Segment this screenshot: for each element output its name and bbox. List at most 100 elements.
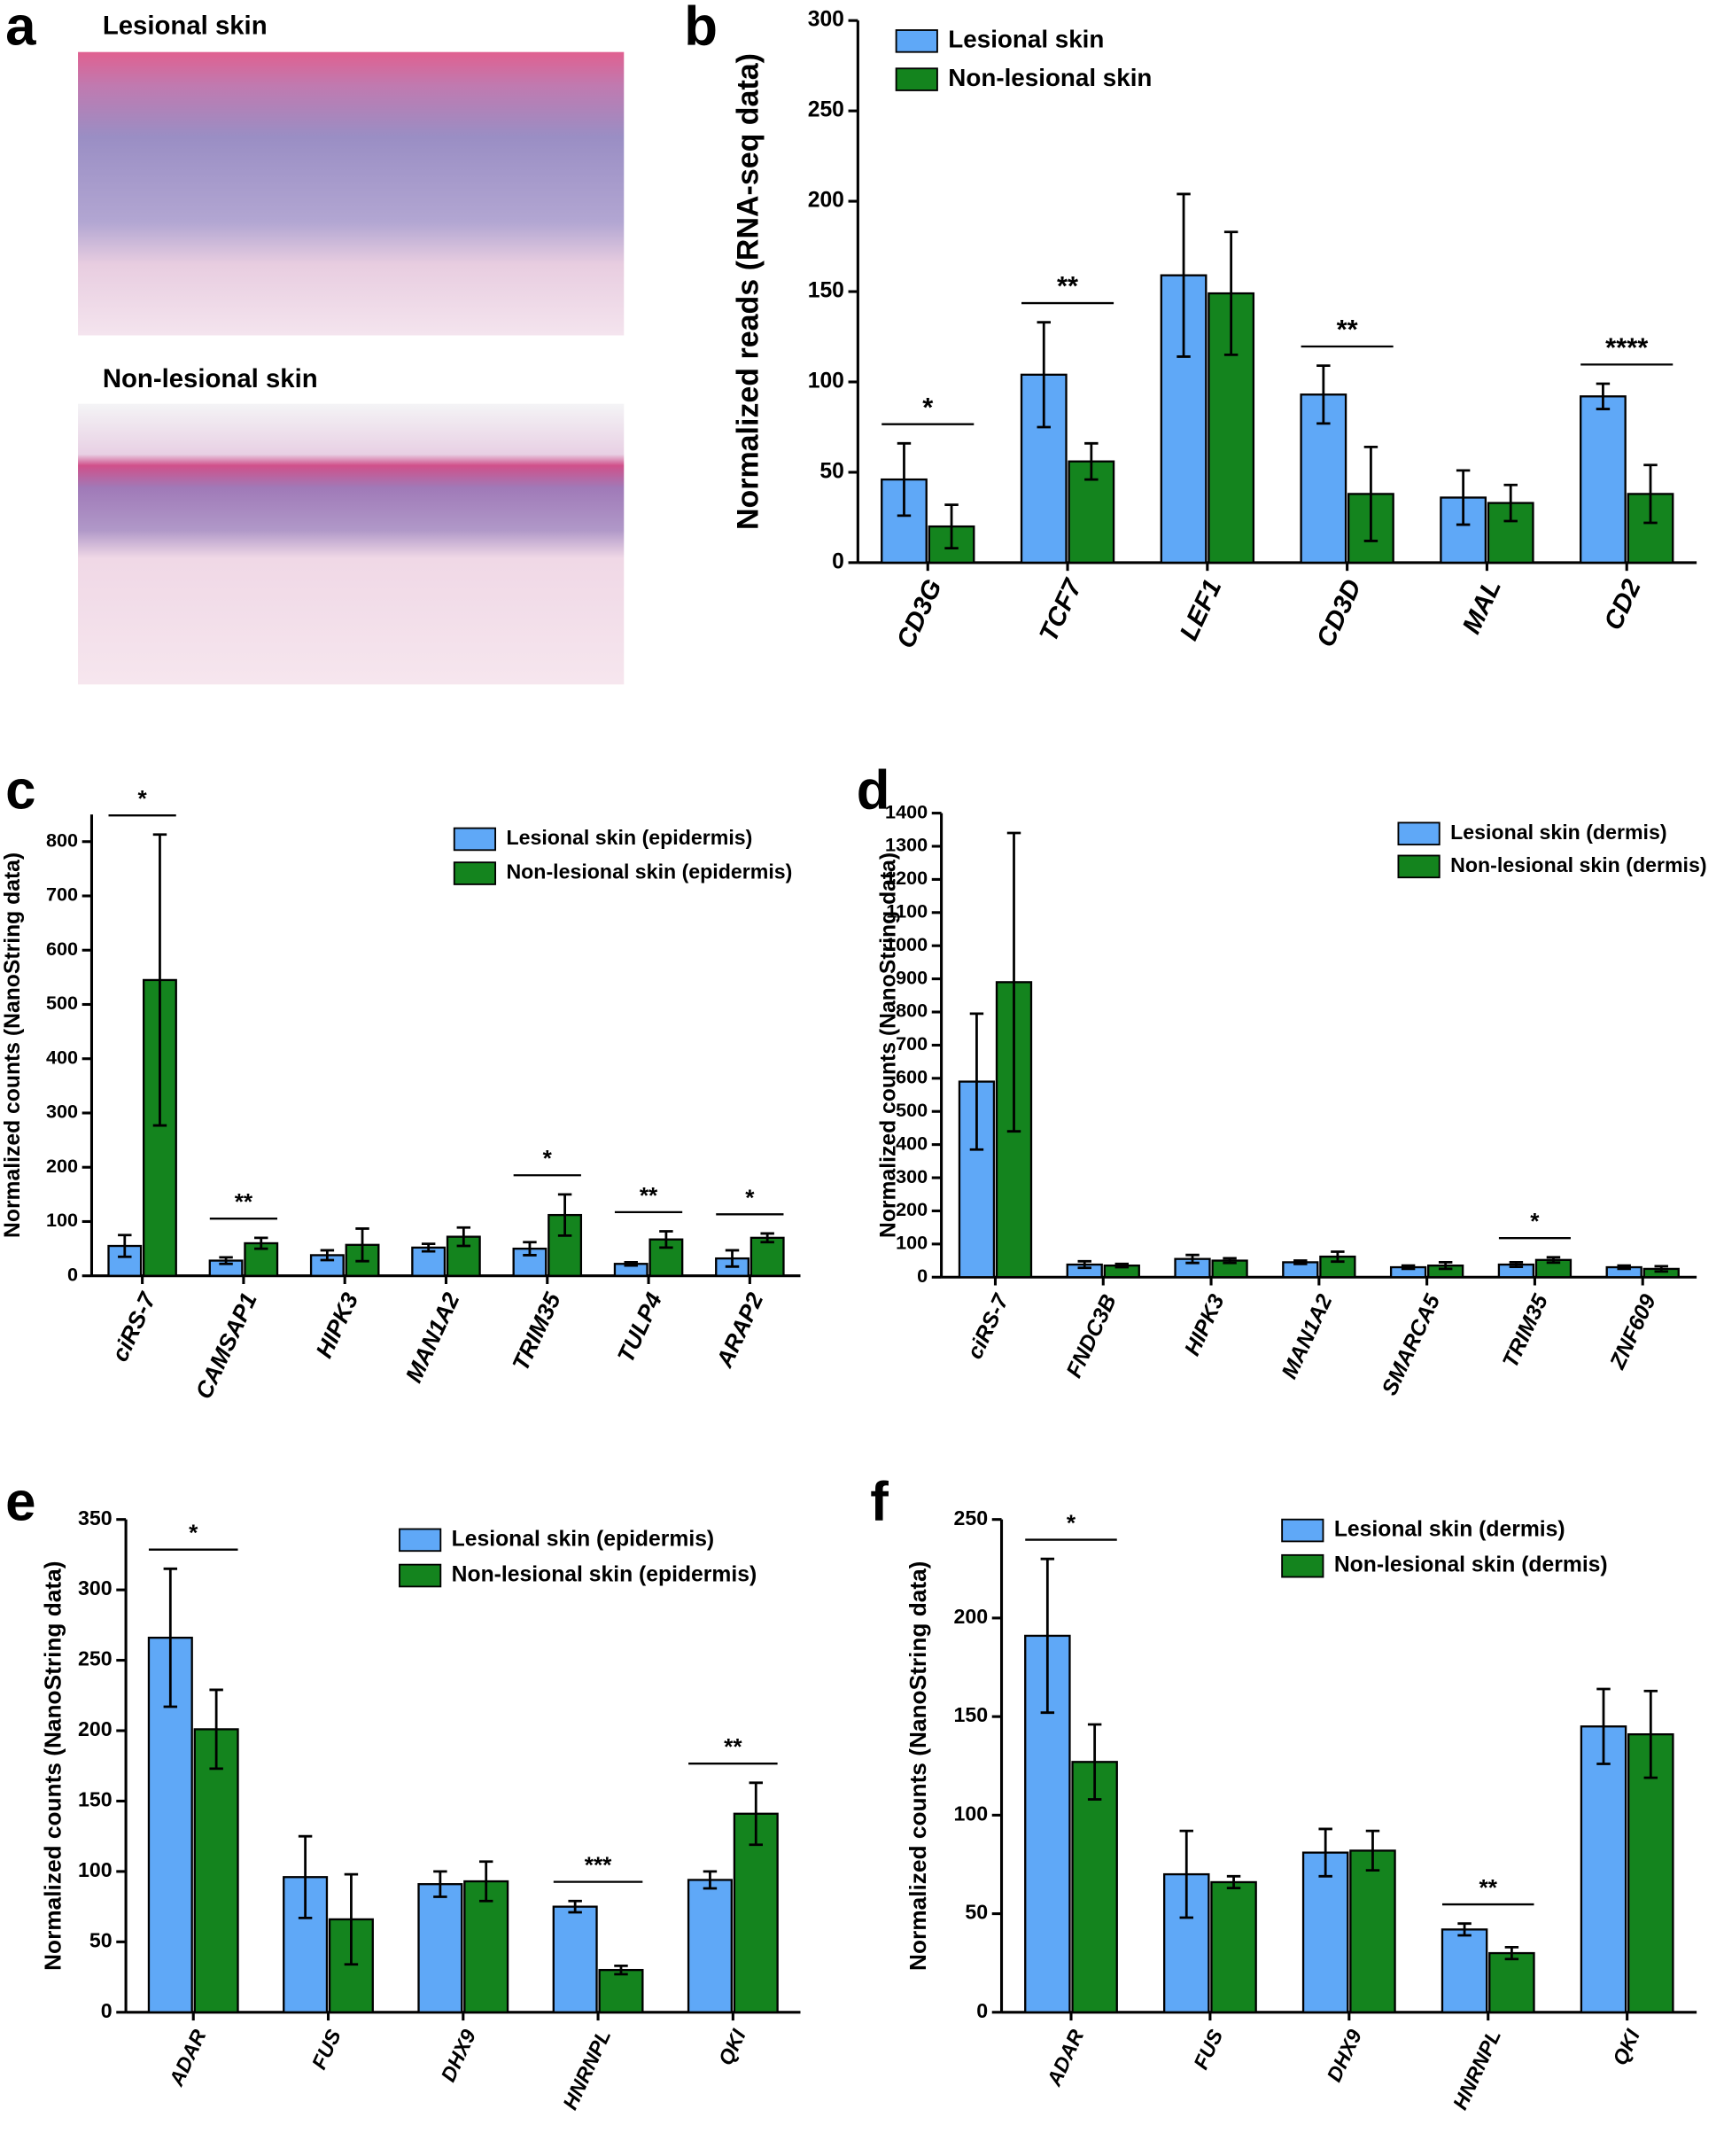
y-tick-label: 200	[808, 189, 844, 213]
x-tick-label: FUS	[1189, 2026, 1227, 2073]
error-bar	[1456, 469, 1471, 526]
y-axis-label: Normalized counts (NanoString data)	[1, 852, 25, 1238]
error-bar	[1316, 364, 1331, 425]
bar	[547, 1213, 583, 1277]
y-tick-label: 1100	[886, 900, 928, 922]
error-bar	[1179, 1829, 1193, 1919]
y-tick-label: 250	[808, 98, 844, 122]
error-bar	[320, 1249, 335, 1262]
x-tick-label: CD3G	[891, 575, 948, 653]
legend-swatch	[399, 1563, 442, 1588]
legend-label: Non-lesional skin (dermis)	[1334, 1553, 1608, 1577]
y-tick-label: 1400	[885, 800, 928, 822]
significance-label: **	[724, 1733, 742, 1760]
error-bar	[1596, 382, 1611, 410]
x-tick-label: TCF7	[1034, 573, 1089, 646]
significance-label: *	[1067, 1509, 1076, 1536]
error-bar	[1654, 1265, 1668, 1273]
error-bar	[944, 503, 959, 549]
x-tick-label: TULP4	[612, 1288, 667, 1366]
legend-label: Lesional skin (dermis)	[1450, 821, 1666, 844]
y-tick-label: 300	[896, 1165, 928, 1187]
y-tick-label: 150	[953, 1703, 988, 1726]
error-bar	[163, 1567, 178, 1708]
error-bar	[1114, 1262, 1130, 1269]
legend-swatch	[453, 861, 497, 885]
y-tick-label: 500	[896, 1099, 928, 1121]
y-tick-label: 500	[46, 992, 78, 1014]
y-tick-label: 700	[896, 1032, 928, 1055]
y-tick-label: 50	[965, 1901, 988, 1924]
x-tick-label: ADAR	[1042, 2026, 1088, 2090]
bar	[463, 1880, 509, 2013]
bar	[1580, 1725, 1627, 2013]
y-tick-label: 300	[46, 1101, 78, 1123]
y-tick-label: 100	[953, 1802, 988, 1825]
x-tick-label: DHX9	[436, 2026, 480, 2085]
legend-label: Non-lesional skin	[948, 64, 1152, 91]
error-bar	[298, 1834, 313, 1919]
significance-label: *	[745, 1184, 755, 1210]
legend-swatch	[895, 29, 938, 53]
legend-swatch	[1281, 1518, 1324, 1543]
histology-image	[78, 51, 625, 336]
error-bar	[1006, 831, 1021, 1133]
bar	[1627, 1732, 1674, 2013]
x-tick-label: ARAP2	[711, 1288, 768, 1373]
x-tick-label: ADAR	[164, 2026, 210, 2090]
x-tick-label: CD3D	[1311, 575, 1368, 651]
y-tick-label: 700	[46, 883, 78, 906]
error-bar	[749, 1781, 763, 1847]
error-bar	[1293, 1259, 1308, 1265]
y-tick-label: 1300	[885, 834, 928, 856]
significance-label: ****	[1605, 332, 1648, 363]
legend-swatch	[1397, 854, 1441, 879]
error-bar	[344, 1872, 359, 1966]
bar	[687, 1879, 733, 2013]
y-tick-label: 200	[46, 1155, 78, 1177]
significance-label: **	[1479, 1874, 1498, 1901]
y-tick-label: 250	[953, 1506, 988, 1529]
significance-label: *	[1530, 1208, 1540, 1234]
x-tick-label: CD2	[1598, 574, 1647, 634]
y-tick-label: 800	[46, 829, 78, 851]
y-tick-label: 600	[896, 1066, 928, 1088]
x-tick-label: FNDC3B	[1062, 1291, 1122, 1382]
error-bar	[1504, 1946, 1519, 1961]
panel-label: b	[684, 0, 718, 57]
y-axis-label: Normalized counts (NanoString data)	[905, 1561, 931, 1971]
error-bar	[760, 1232, 774, 1244]
error-bar	[1084, 441, 1099, 481]
error-bar	[1617, 1264, 1631, 1271]
x-tick-label: QKI	[1608, 2026, 1644, 2069]
bar	[598, 1968, 644, 2013]
error-bar	[624, 1261, 638, 1267]
error-bar	[209, 1688, 223, 1771]
error-bar	[1040, 1557, 1055, 1715]
error-bar	[1365, 1829, 1380, 1872]
x-tick-label: HNRNPL	[1448, 2026, 1505, 2113]
x-tick-label: ZNF609	[1605, 1291, 1661, 1374]
y-tick-label: 200	[78, 1717, 113, 1740]
significance-label: ***	[585, 1852, 612, 1879]
image-title: Non-lesional skin	[103, 364, 318, 393]
y-tick-label: 150	[808, 279, 844, 303]
y-tick-label: 300	[78, 1576, 113, 1599]
y-tick-label: 0	[67, 1263, 78, 1285]
legend-swatch	[895, 67, 938, 91]
y-tick-label: 1200	[885, 867, 928, 889]
significance-label: **	[235, 1188, 253, 1215]
y-axis-label: Normalized counts (NanoString data)	[876, 852, 900, 1238]
y-tick-label: 300	[808, 8, 844, 32]
y-axis-label: Normalized counts (NanoString data)	[40, 1561, 66, 1971]
x-tick-label: SMARCA5	[1378, 1290, 1446, 1399]
error-bar	[969, 1012, 984, 1151]
bar	[193, 1728, 239, 2013]
y-tick-label: 0	[101, 1999, 113, 2022]
y-tick-label: 100	[46, 1209, 78, 1231]
error-bar	[614, 1964, 628, 1976]
error-bar	[456, 1226, 471, 1248]
y-tick-label: 800	[896, 1000, 928, 1022]
x-tick-label: FUS	[307, 2026, 346, 2073]
